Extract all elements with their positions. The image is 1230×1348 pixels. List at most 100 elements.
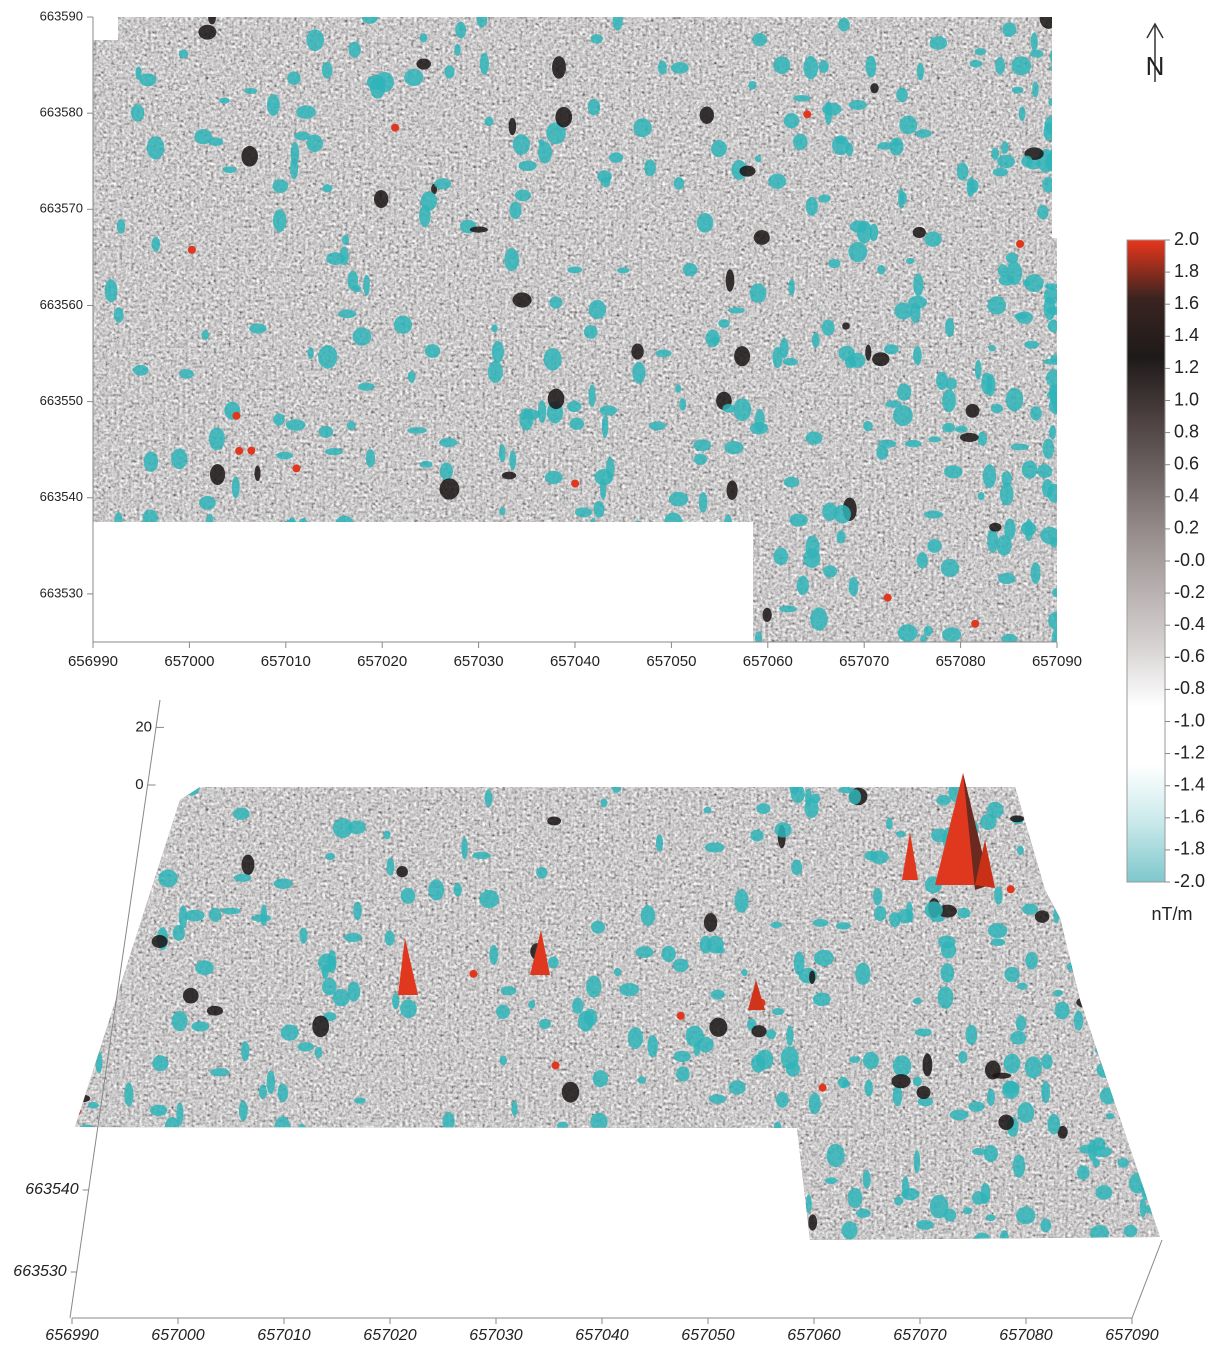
anomaly-blob	[1152, 965, 1160, 988]
anomaly-blob	[273, 413, 285, 426]
anomaly-blob	[955, 425, 968, 433]
anomaly-blob	[106, 949, 121, 962]
anomaly-blob	[454, 43, 461, 56]
colorbar-tick-label: -1.8	[1174, 839, 1205, 859]
anomaly-blob	[723, 599, 740, 623]
anomaly-blob	[898, 188, 905, 209]
x-tick-label: 657020	[357, 653, 407, 670]
anomaly-blob	[619, 982, 640, 997]
anomaly-blob	[1116, 1093, 1134, 1108]
anomaly-blob	[864, 1079, 873, 1097]
anomaly-blob	[770, 921, 783, 929]
north-arrow	[1146, 22, 1164, 82]
anomaly-blob	[606, 457, 615, 480]
anomaly-blob	[314, 1046, 323, 1059]
anomaly-blob	[913, 997, 922, 1005]
anomaly-blob	[1092, 1137, 1106, 1151]
anomaly-blob	[509, 450, 517, 471]
anomaly-blob	[1049, 64, 1057, 72]
anomaly-blob	[848, 241, 868, 263]
anomaly-blob	[725, 269, 735, 292]
anomaly-blob	[657, 60, 667, 75]
anomaly-blob	[905, 257, 915, 265]
anomaly-blob	[543, 348, 562, 371]
anomaly-blob	[241, 1041, 250, 1062]
anomaly-blob	[600, 176, 611, 188]
anomaly-blob	[287, 517, 297, 534]
anomaly-blob	[104, 279, 118, 303]
anomaly-blob	[461, 837, 468, 860]
anomaly-blob	[889, 137, 904, 156]
anomaly-blob	[206, 514, 214, 530]
anomaly-blob	[923, 510, 944, 519]
anomaly-blob	[179, 369, 194, 379]
anomaly-blob	[679, 398, 687, 411]
anomaly-blob	[838, 17, 850, 32]
anomaly-spot	[235, 446, 244, 455]
colorbar-tick-label: -1.0	[1174, 710, 1205, 730]
anomaly-blob	[1022, 280, 1030, 287]
anomaly-blob	[416, 58, 432, 70]
anomaly-blob	[325, 852, 336, 860]
anomaly-blob	[556, 1121, 569, 1130]
anomaly-blob	[574, 1174, 594, 1197]
anomaly-blob	[1054, 1001, 1070, 1020]
anomaly-spot	[391, 123, 400, 132]
anomaly-blob	[346, 421, 356, 430]
anomaly-blob	[499, 507, 506, 516]
anomaly-blob	[647, 1034, 658, 1058]
anomaly-blob	[476, 17, 488, 28]
anomaly-blob	[661, 945, 676, 963]
anomaly-blob	[113, 307, 124, 323]
anomaly-blob	[290, 157, 299, 180]
anomaly-blob	[936, 371, 948, 391]
anomaly-blob	[536, 867, 548, 879]
anomaly-blob	[171, 448, 188, 470]
anomaly-blob	[285, 419, 306, 431]
anomaly-blob	[788, 279, 795, 296]
anomaly-blob	[332, 818, 353, 839]
anomaly-blob	[1041, 1080, 1051, 1104]
anomaly-blob	[617, 267, 630, 274]
x-tick-label: 656990	[45, 1327, 98, 1344]
anomaly-blob	[421, 608, 429, 618]
anomaly-blob	[958, 1050, 968, 1064]
anomaly-blob	[258, 1084, 267, 1100]
anomaly-blob	[538, 141, 552, 164]
anomaly-blob	[135, 66, 142, 80]
anomaly-blob	[710, 989, 725, 1000]
anomaly-blob	[886, 817, 893, 830]
anomaly-blob	[569, 417, 585, 430]
anomaly-blob	[904, 439, 922, 448]
anomaly-blob	[920, 634, 927, 642]
anomaly-blob	[585, 582, 592, 605]
anomaly-blob	[783, 476, 800, 488]
anomaly-blob	[1083, 868, 1098, 875]
anomaly-blob	[172, 925, 185, 941]
anomaly-blob	[499, 1055, 507, 1066]
anomaly-blob	[633, 118, 652, 138]
anomaly-blob	[555, 106, 573, 128]
anomaly-blob	[822, 502, 838, 521]
anomaly-blob	[1146, 886, 1160, 906]
anomaly-blob	[942, 627, 962, 642]
anomaly-blob	[176, 1102, 184, 1126]
anomaly-blob	[735, 582, 751, 605]
anomaly-blob	[321, 964, 329, 979]
anomaly-blob	[385, 555, 394, 576]
anomaly-blob	[318, 426, 334, 438]
anomaly-blob	[823, 565, 838, 578]
anomaly-blob	[277, 1083, 288, 1103]
anomaly-blob	[1010, 443, 1030, 451]
anomaly-blob	[965, 1024, 978, 1045]
anomaly-blob	[460, 1219, 480, 1233]
anomaly-blob	[1024, 1056, 1042, 1079]
anomaly-blob	[239, 597, 252, 619]
colorbar-tick-label: 2.0	[1174, 229, 1199, 249]
anomaly-blob	[439, 437, 458, 448]
anomaly-blob	[209, 1067, 230, 1077]
anomaly-blob	[95, 1051, 103, 1074]
anomaly-blob	[723, 514, 733, 537]
anomaly-blob	[997, 154, 1015, 169]
y-tick-label: 663590	[40, 8, 83, 23]
